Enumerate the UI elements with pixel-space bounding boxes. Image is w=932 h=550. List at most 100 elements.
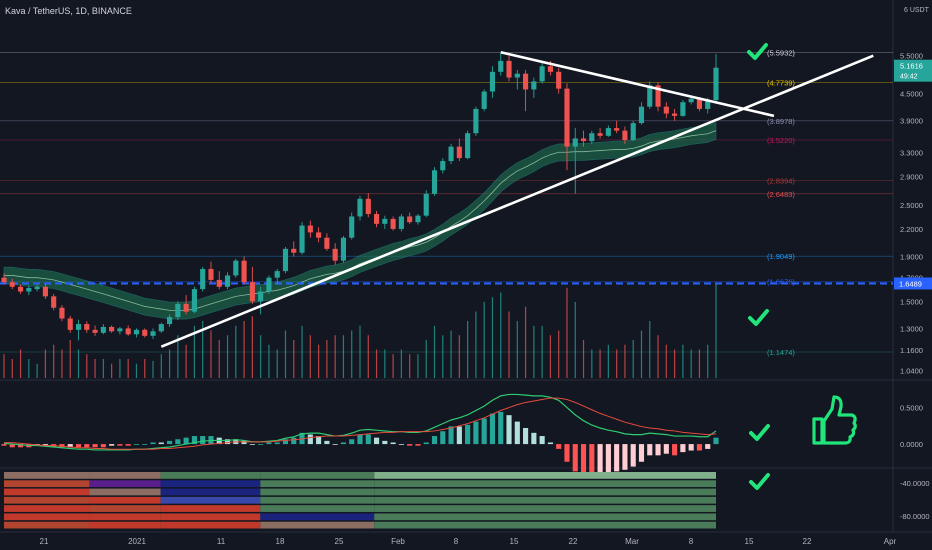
candle-body[interactable]	[100, 326, 106, 333]
candle-body[interactable]	[506, 60, 512, 78]
oscillator-strip	[374, 521, 716, 529]
candle-body[interactable]	[200, 268, 206, 290]
candle-body[interactable]	[547, 66, 553, 72]
candle-body[interactable]	[158, 324, 164, 332]
candle-body[interactable]	[415, 215, 421, 223]
candle-body[interactable]	[663, 106, 669, 114]
candle-body[interactable]	[456, 146, 462, 159]
oscillator-strip	[260, 472, 375, 479]
candle-body[interactable]	[142, 329, 148, 336]
candle-body[interactable]	[75, 324, 82, 330]
candle-body[interactable]	[556, 71, 562, 89]
candle-body[interactable]	[373, 214, 380, 224]
macd-histogram-bar	[580, 444, 587, 477]
candle-body[interactable]	[92, 329, 98, 333]
candle-body[interactable]	[523, 73, 529, 90]
volume-bar	[185, 344, 187, 378]
candle-body[interactable]	[117, 328, 123, 332]
candle-body[interactable]	[638, 106, 645, 124]
trendline[interactable]	[500, 51, 775, 118]
candle-body[interactable]	[580, 138, 587, 142]
candle-body[interactable]	[349, 216, 355, 238]
candle-body[interactable]	[9, 282, 15, 287]
candle-body[interactable]	[589, 133, 595, 142]
candle-body[interactable]	[208, 268, 214, 280]
candle-body[interactable]	[514, 73, 520, 78]
candle-body[interactable]	[398, 216, 404, 229]
candle-body[interactable]	[680, 102, 686, 116]
candle-body[interactable]	[249, 282, 255, 302]
candle-body[interactable]	[705, 100, 711, 109]
candle-body[interactable]	[597, 133, 603, 136]
candle-body[interactable]	[324, 237, 330, 249]
candle-body[interactable]	[357, 198, 363, 217]
candle-body[interactable]	[473, 108, 479, 134]
candle-body[interactable]	[274, 271, 280, 278]
candle-body[interactable]	[133, 329, 140, 335]
candle-body[interactable]	[647, 85, 653, 107]
candle-body[interactable]	[489, 71, 496, 92]
candle-body[interactable]	[42, 286, 48, 297]
candle-body[interactable]	[17, 286, 24, 292]
candle-body[interactable]	[191, 289, 197, 312]
candle-body[interactable]	[340, 237, 347, 261]
candle-body[interactable]	[696, 98, 703, 109]
candle-body[interactable]	[614, 128, 620, 131]
candle-body[interactable]	[390, 218, 396, 229]
candle-body[interactable]	[183, 303, 189, 312]
macd-histogram-bar	[349, 439, 355, 445]
candle-body[interactable]	[67, 318, 73, 330]
candle-body[interactable]	[316, 232, 322, 238]
candle-body[interactable]	[299, 225, 305, 253]
candle-body[interactable]	[233, 260, 239, 276]
candle-body[interactable]	[175, 303, 181, 318]
candle-body[interactable]	[1, 277, 7, 283]
candle-body[interactable]	[26, 287, 32, 292]
candle-body[interactable]	[382, 218, 388, 224]
candle-body[interactable]	[307, 225, 313, 233]
candle-body[interactable]	[465, 133, 471, 159]
candle-body[interactable]	[531, 81, 537, 90]
candle-body[interactable]	[448, 146, 454, 162]
candle-body[interactable]	[539, 66, 545, 82]
candle-body[interactable]	[59, 307, 65, 319]
candle-body[interactable]	[167, 317, 173, 325]
candle-body[interactable]	[407, 216, 413, 223]
candle-body[interactable]	[365, 198, 371, 215]
candle-body[interactable]	[440, 161, 446, 171]
candle-body[interactable]	[34, 286, 40, 290]
candle-body[interactable]	[282, 248, 289, 272]
candle-body[interactable]	[572, 138, 578, 147]
candle-body[interactable]	[713, 67, 719, 101]
macd-histogram-bar	[514, 421, 520, 445]
volume-bar	[168, 349, 171, 378]
candle-body[interactable]	[630, 123, 636, 141]
candle-body[interactable]	[51, 296, 57, 308]
candle-body[interactable]	[258, 291, 264, 302]
volume-bar	[309, 335, 311, 378]
candle-body[interactable]	[332, 248, 338, 261]
candle-body[interactable]	[109, 326, 115, 332]
candle-body[interactable]	[672, 113, 678, 116]
candle-body[interactable]	[655, 85, 661, 107]
candle-body[interactable]	[481, 91, 487, 109]
candle-body[interactable]	[688, 98, 694, 103]
candle-body[interactable]	[291, 248, 297, 253]
candle-body[interactable]	[241, 260, 247, 283]
volume-bar	[218, 340, 220, 378]
candle-body[interactable]	[84, 324, 90, 330]
candle-body[interactable]	[224, 275, 231, 287]
candle-body[interactable]	[605, 128, 611, 136]
candle-body[interactable]	[431, 170, 438, 194]
candle-body[interactable]	[216, 279, 222, 287]
time-tick-label: 25	[335, 537, 344, 546]
candle-body[interactable]	[498, 60, 504, 72]
candle-body[interactable]	[423, 193, 429, 216]
candle-body[interactable]	[564, 88, 570, 147]
trendline[interactable]	[160, 54, 874, 348]
candle-body[interactable]	[150, 331, 156, 336]
candle-body[interactable]	[125, 328, 131, 335]
candle-body[interactable]	[622, 130, 628, 141]
candle-body[interactable]	[266, 277, 272, 292]
